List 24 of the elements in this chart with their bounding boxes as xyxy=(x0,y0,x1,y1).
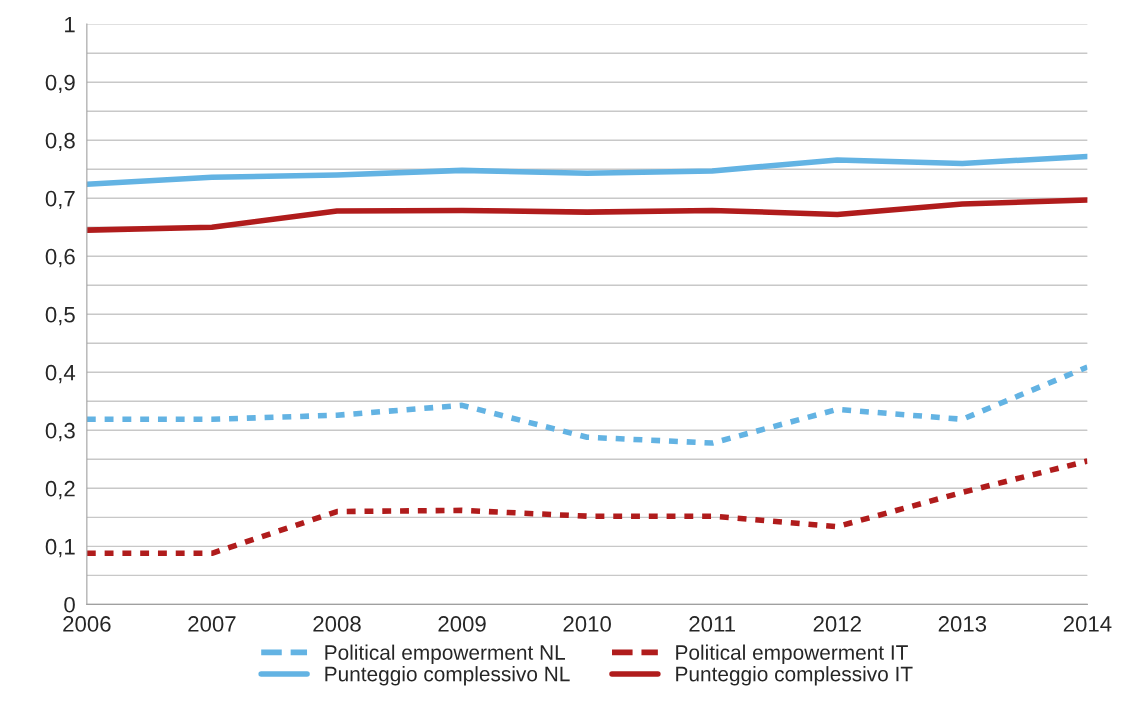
x-tick-label: 2012 xyxy=(813,616,861,632)
x-tick-label: 2011 xyxy=(689,616,736,632)
x-tick-label: 2014 xyxy=(1063,616,1112,632)
y-tick-label: 0,7 xyxy=(45,190,75,210)
y-tick-label: 0,2 xyxy=(45,480,75,500)
y-tick-label: 0,4 xyxy=(45,364,76,384)
x-tick-label: 2007 xyxy=(188,616,236,632)
legend-label: Punteggio complessivo IT xyxy=(676,666,913,686)
x-tick-label: 2006 xyxy=(63,616,111,632)
y-tick-label: 0,3 xyxy=(45,422,75,442)
y-tick-label: 0,9 xyxy=(45,74,75,94)
y-tick-label: 0,1 xyxy=(45,538,75,558)
y-tick-label: 0,6 xyxy=(45,248,75,268)
legend-label: Political empowerment IT xyxy=(676,644,908,665)
x-tick-label: 2013 xyxy=(938,616,987,632)
y-tick-label: 1 xyxy=(65,16,75,33)
x-tick-label: 2010 xyxy=(563,616,611,632)
legend-label: Political empowerment NL xyxy=(325,644,565,665)
x-tick-label: 2009 xyxy=(438,616,486,632)
y-tick-label: 0 xyxy=(64,596,75,613)
y-tick-label: 0,5 xyxy=(45,306,75,326)
legend-label: Punteggio complessivo NL xyxy=(325,666,570,686)
x-tick-label: 2008 xyxy=(313,616,361,632)
y-tick-label: 0,8 xyxy=(45,132,75,152)
